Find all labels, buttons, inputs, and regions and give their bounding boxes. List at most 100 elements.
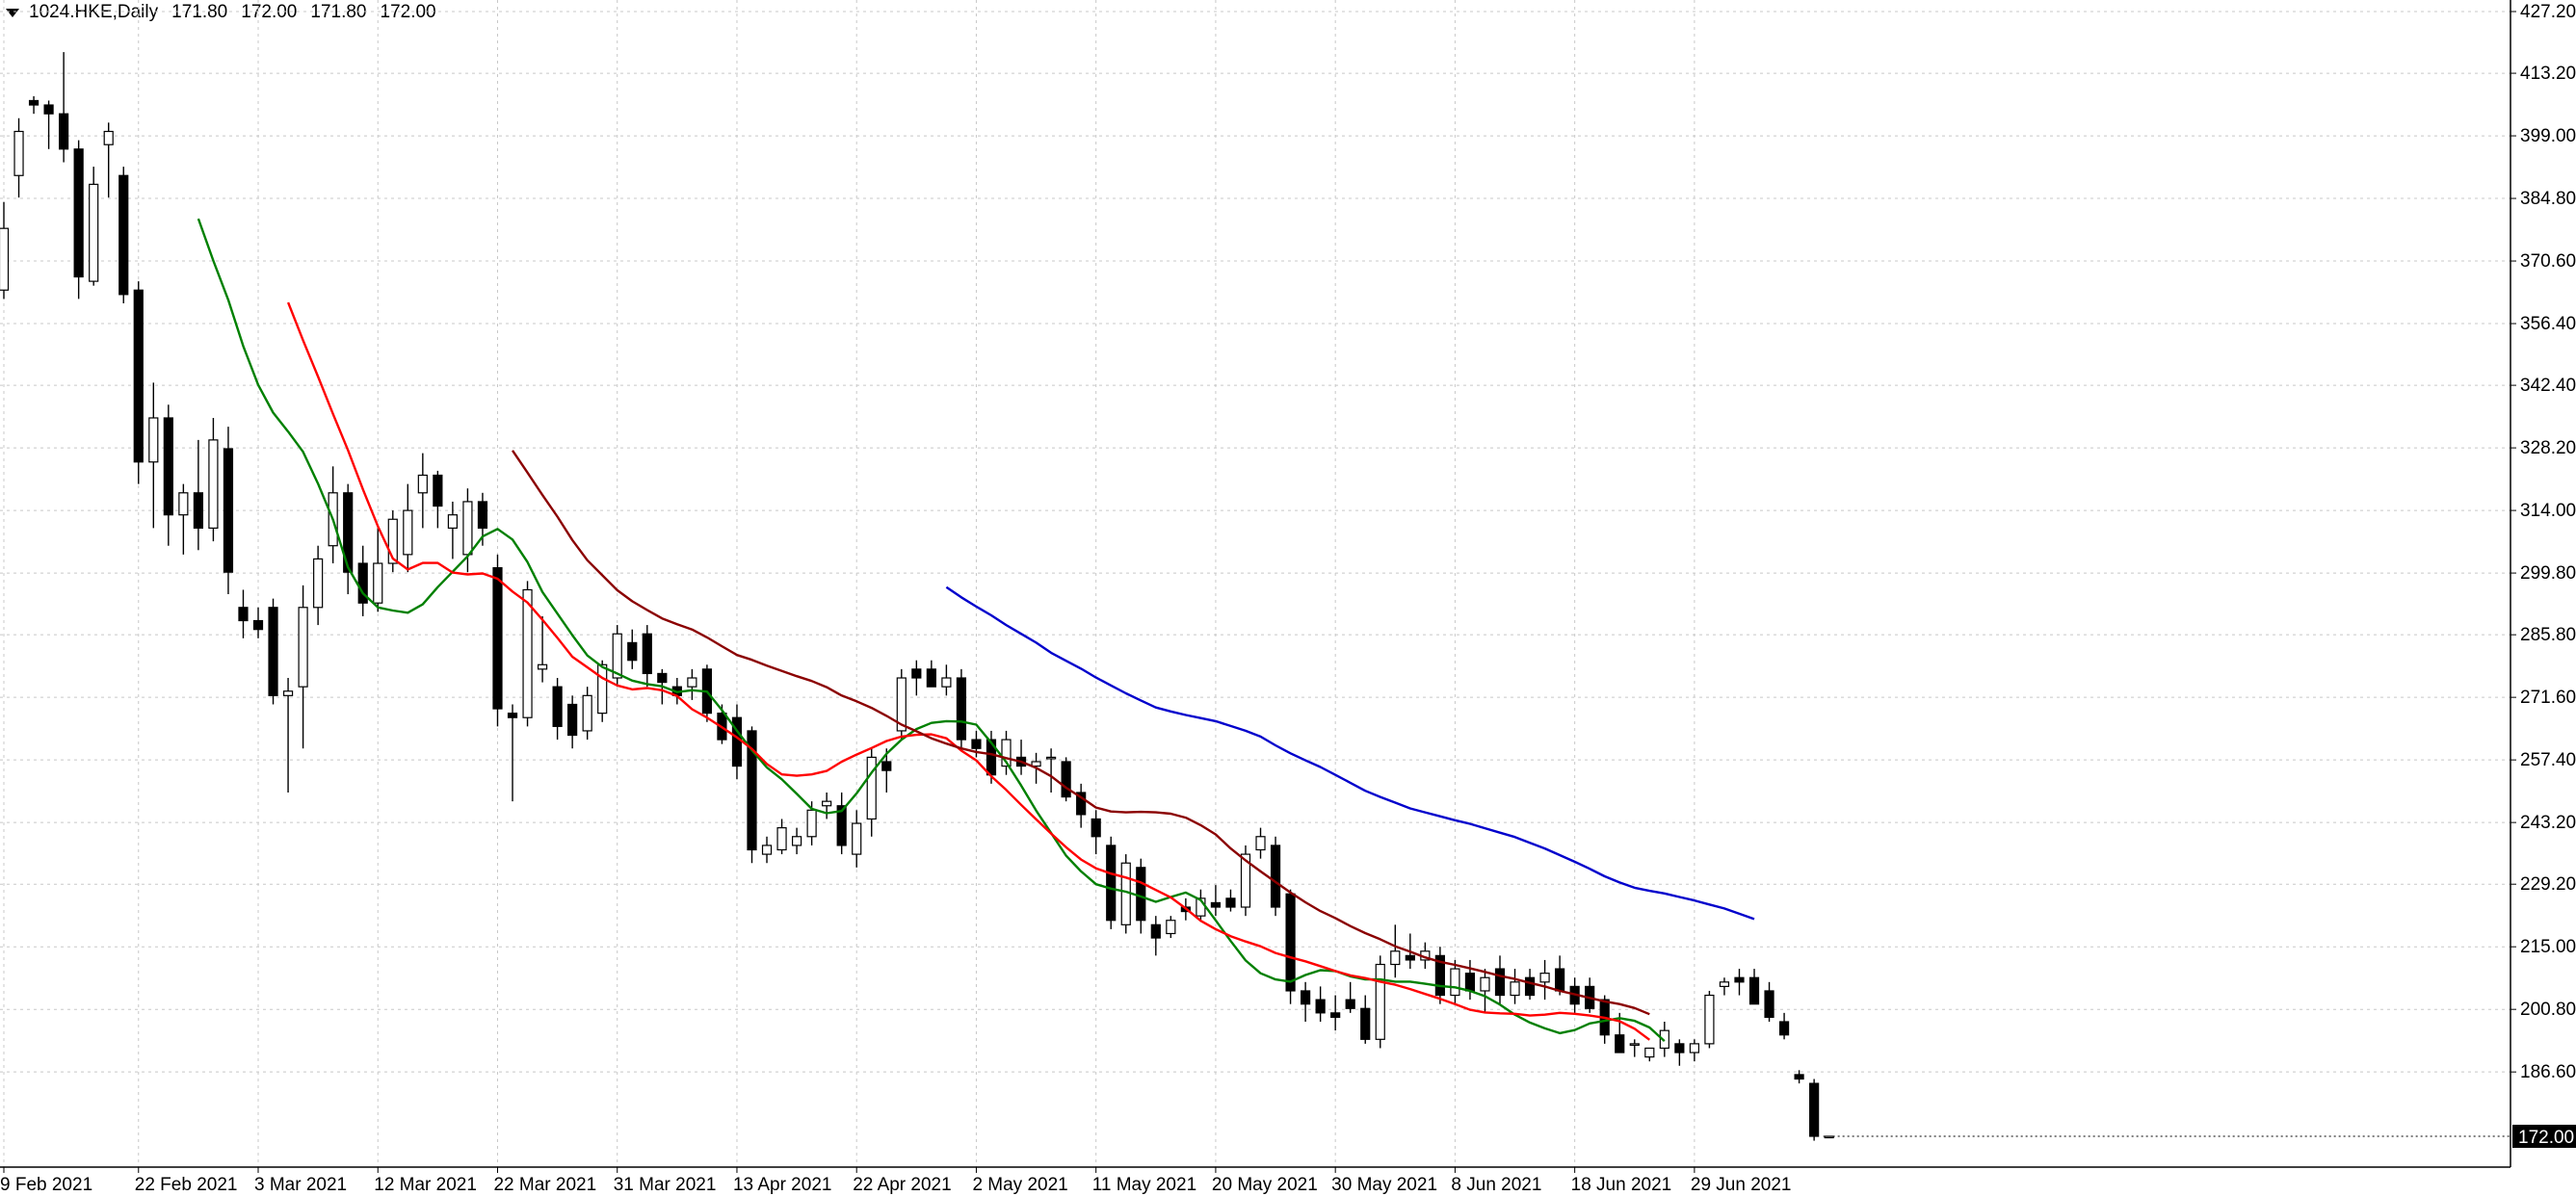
candle-body	[582, 694, 592, 732]
candle-body	[462, 501, 473, 556]
candle-body	[1270, 845, 1281, 908]
candle-body	[1778, 1021, 1790, 1036]
x-tick-label: 22 Mar 2021	[493, 1175, 596, 1195]
candle-body	[1764, 990, 1774, 1019]
candle-body	[1330, 1012, 1341, 1019]
x-tick-label: 8 Jun 2021	[1451, 1175, 1541, 1195]
candle-body	[313, 558, 324, 609]
candle-body	[537, 663, 548, 670]
candle-body	[373, 562, 383, 604]
candle-body	[89, 183, 99, 282]
open-value: 171.80	[171, 2, 228, 22]
candle-body	[238, 607, 249, 622]
moving-average-line	[197, 218, 1666, 1042]
candle-body	[1494, 968, 1506, 997]
symbol-label: 1024.HKE,Daily	[29, 2, 159, 22]
candle-body	[941, 677, 952, 688]
candle-body	[971, 739, 982, 749]
candle-body	[208, 439, 219, 530]
x-tick-label: 11 May 2021	[1092, 1175, 1196, 1195]
candle-body	[1674, 1043, 1685, 1053]
candle-body	[1704, 994, 1715, 1045]
candle-body	[433, 474, 443, 507]
candle-body	[1225, 897, 1236, 908]
x-tick-label: 20 May 2021	[1212, 1175, 1318, 1195]
candle-body	[852, 822, 862, 855]
x-tick-label: 29 Jun 2021	[1691, 1175, 1792, 1195]
candle-body	[522, 588, 533, 718]
candle-body	[59, 113, 69, 150]
candle-body	[163, 417, 173, 516]
candle-body	[298, 607, 308, 688]
candle-body	[776, 827, 787, 851]
candle-body	[612, 633, 622, 679]
candle-body	[687, 677, 697, 688]
candle-body	[1136, 867, 1146, 922]
candle-body	[911, 668, 922, 679]
y-tick-label: 399.00	[2520, 126, 2576, 146]
candle-body	[896, 677, 907, 732]
candle-body	[43, 104, 54, 115]
candle-body	[822, 800, 832, 807]
x-tick-label: 3 Mar 2021	[254, 1175, 347, 1195]
y-tick-label: 186.60	[2520, 1062, 2576, 1082]
candle-body	[103, 130, 114, 145]
candle-body	[657, 672, 668, 684]
last-price-label: 172.00	[2518, 1128, 2574, 1148]
candle-body	[1390, 950, 1401, 966]
candle-body	[1734, 976, 1745, 983]
candle-body	[1689, 1043, 1699, 1053]
x-tick-label: 2 May 2021	[972, 1175, 1067, 1195]
close-value: 172.00	[380, 2, 436, 22]
candle-body	[1345, 999, 1355, 1009]
candle-body	[1464, 973, 1476, 992]
candle-body	[357, 562, 368, 604]
y-tick-label: 299.80	[2520, 563, 2576, 584]
y-tick-label: 384.80	[2520, 189, 2576, 209]
candle-body	[597, 663, 608, 715]
dropdown-triangle-icon[interactable]	[6, 8, 19, 17]
x-tick-label: 22 Feb 2021	[135, 1175, 238, 1195]
y-tick-label: 271.60	[2520, 688, 2576, 708]
candles	[0, 52, 1834, 1141]
candle-body	[567, 703, 578, 737]
moving-averages	[197, 218, 1755, 1042]
candle-body	[627, 641, 638, 662]
candle-body	[1076, 792, 1087, 816]
candle-body	[806, 809, 817, 838]
candle-body	[1615, 1034, 1625, 1053]
candle-body	[1809, 1082, 1820, 1137]
candle-body	[0, 227, 10, 291]
candle-body	[1450, 968, 1460, 997]
candle-body	[1555, 968, 1565, 992]
y-tick-label: 215.00	[2520, 937, 2576, 957]
candle-body	[552, 686, 563, 727]
candle-body	[1061, 761, 1071, 798]
y-tick-label: 356.40	[2520, 314, 2576, 334]
candle-body	[118, 174, 129, 296]
x-tick-label: 30 May 2021	[1331, 1175, 1437, 1195]
candle-body	[956, 677, 967, 741]
candle-body	[1659, 1029, 1669, 1050]
candle-body	[417, 474, 428, 494]
candle-body	[1644, 1047, 1655, 1058]
candle-body	[178, 492, 189, 516]
candle-body	[881, 761, 892, 771]
candle-body	[1091, 818, 1101, 838]
candle-body	[1210, 901, 1222, 908]
y-tick-label: 328.20	[2520, 438, 2576, 458]
candle-body	[477, 501, 488, 530]
candle-body	[747, 730, 757, 851]
y-tick-label: 285.80	[2520, 625, 2576, 645]
candle-body	[1301, 990, 1311, 1005]
candle-body	[1106, 845, 1117, 922]
candle-body	[1045, 756, 1057, 760]
candle-body	[1255, 836, 1266, 851]
candle-body	[268, 607, 278, 696]
candle-body	[1510, 981, 1520, 997]
candle-body	[761, 845, 773, 855]
candle-body	[1434, 954, 1445, 997]
x-tick-label: 13 Apr 2021	[733, 1175, 831, 1195]
y-tick-label: 370.60	[2520, 251, 2576, 272]
